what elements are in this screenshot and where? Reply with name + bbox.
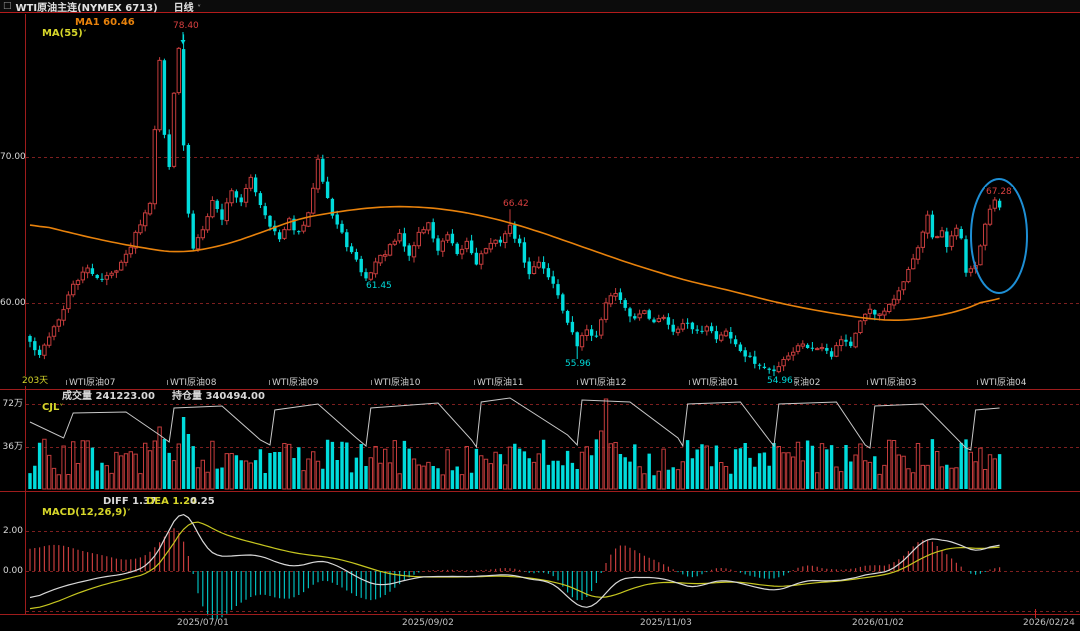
price-annotation: 78.40 bbox=[172, 21, 200, 31]
contract-rollover-marker: WTI原油08 bbox=[167, 375, 217, 388]
open-interest-line bbox=[29, 397, 1000, 451]
chevron-down-icon: ˅ bbox=[197, 3, 202, 13]
contract-rollover-marker: WTI原油04 bbox=[977, 375, 1027, 388]
rollover-tick-icon bbox=[66, 380, 67, 385]
window-icon: □ bbox=[3, 1, 12, 11]
volume-indicator-dropdown[interactable]: CJL˅ bbox=[41, 402, 64, 413]
oi-value-label: 持仓量 340494.00 bbox=[172, 391, 265, 402]
chart-title: WTI原油主连(NYMEX 6713) bbox=[15, 2, 158, 14]
chevron-down-icon: ˅ bbox=[59, 403, 64, 412]
dea-line bbox=[29, 521, 1000, 610]
chevron-down-icon: ˅ bbox=[126, 508, 131, 517]
volume-value-label: 成交量 241223.00 bbox=[62, 391, 155, 402]
diff-value-label: DIFF 1.37 bbox=[103, 496, 157, 507]
date-label: 2025/07/01 bbox=[177, 618, 229, 628]
contract-rollover-marker: WTI原油07 bbox=[66, 375, 116, 388]
peak-pointer-icon bbox=[180, 32, 186, 45]
rollover-tick-icon bbox=[474, 380, 475, 385]
rollover-tick-icon bbox=[269, 380, 270, 385]
price-annotation: 54.96 bbox=[766, 376, 794, 386]
chart-titlebar: □ WTI原油主连(NYMEX 6713) 日线 ˅ bbox=[0, 0, 1080, 14]
contract-rollover-marker: WTI原油11 bbox=[474, 375, 524, 388]
macd-indicator-dropdown[interactable]: MACD(12,26,9)˅ bbox=[41, 507, 131, 518]
price-annotation: 61.45 bbox=[365, 281, 393, 291]
volume-axis-label: 36万 bbox=[2, 442, 23, 452]
price-axis-label: 70.00 bbox=[0, 152, 26, 162]
volume-axis-label: 72万 bbox=[2, 399, 23, 409]
contract-rollover-marker: WTI原油09 bbox=[269, 375, 319, 388]
rollover-tick-icon bbox=[577, 380, 578, 385]
candlesticks bbox=[28, 34, 1002, 377]
price-annotation: 67.28 bbox=[985, 187, 1013, 197]
dea-value-label: DEA 1.24 bbox=[146, 496, 198, 507]
price-axis-label: 60.00 bbox=[0, 298, 26, 308]
ma1-value-label: MA1 60.46 bbox=[75, 17, 135, 28]
contract-rollover-marker: WTI原油10 bbox=[371, 375, 421, 388]
ma55-line bbox=[29, 205, 1000, 322]
rollover-tick-icon bbox=[689, 380, 690, 385]
date-label: 2026/02/24 bbox=[1023, 618, 1075, 628]
rollover-tick-icon bbox=[167, 380, 168, 385]
contract-rollover-marker: WTI原油03 bbox=[867, 375, 917, 388]
price-annotation: 55.96 bbox=[564, 359, 592, 369]
rollover-tick-icon bbox=[371, 380, 372, 385]
period-selector[interactable]: 日线 ˅ bbox=[173, 2, 202, 14]
highlight-ellipse bbox=[970, 178, 1028, 294]
contract-rollover-marker: WTI原油01 bbox=[689, 375, 739, 388]
volume-bars bbox=[28, 397, 1002, 490]
date-label: 2025/09/02 bbox=[402, 618, 454, 628]
diff-line bbox=[29, 513, 1000, 608]
day-count-label: 203天 bbox=[21, 376, 50, 386]
hist-value-label: 0.25 bbox=[190, 496, 215, 507]
chevron-down-icon: ˅ bbox=[82, 29, 87, 38]
macd-axis-label: 0.00 bbox=[2, 566, 23, 576]
macd-histogram bbox=[29, 513, 1001, 620]
date-label: 2025/11/03 bbox=[640, 618, 692, 628]
ma-indicator-dropdown[interactable]: MA(55)˅ bbox=[41, 28, 87, 39]
date-label: 2026/01/02 bbox=[852, 618, 904, 628]
rollover-tick-icon bbox=[977, 380, 978, 385]
rollover-tick-icon bbox=[867, 380, 868, 385]
price-annotation: 66.42 bbox=[502, 199, 530, 209]
contract-rollover-marker: WTI原油12 bbox=[577, 375, 627, 388]
macd-axis-label: 2.00 bbox=[2, 526, 23, 536]
